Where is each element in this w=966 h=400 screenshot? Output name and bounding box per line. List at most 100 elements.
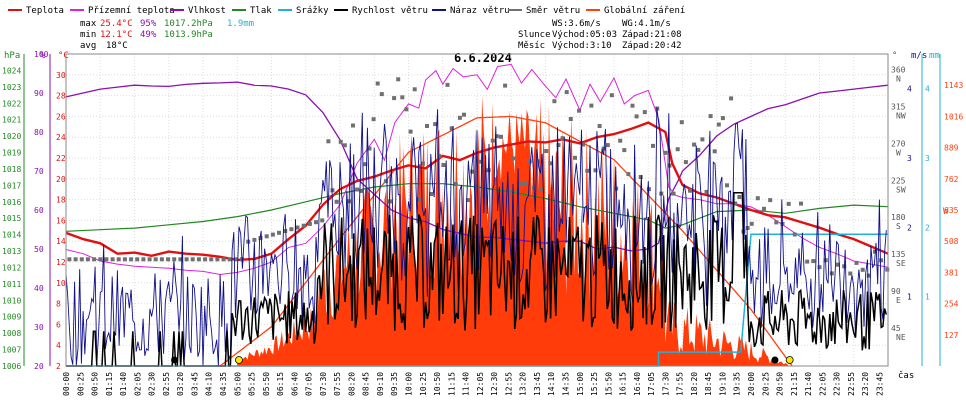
wind-direction-point (593, 168, 598, 173)
radiation-tick-label: 381 (944, 268, 959, 277)
wind-direction-point (359, 188, 364, 193)
wind-direction-point (135, 257, 140, 262)
direction-compass-label: NE (896, 333, 906, 342)
wind-direction-point (597, 124, 602, 128)
time-tick-label: 09:10 (376, 372, 385, 396)
direction-compass-label: SE (896, 259, 906, 268)
time-tick-label: 11:40 (462, 372, 471, 396)
time-tick-label: 06:40 (290, 372, 299, 396)
wind-direction-point (651, 143, 655, 148)
wind-direction-point (326, 139, 331, 144)
time-tick-label: 17:05 (647, 372, 656, 396)
legend-teplota: Teplota (26, 6, 64, 16)
wind-direction-point (688, 188, 692, 193)
stat-sun-rise: Východ:05:03 (552, 30, 617, 40)
wind-direction-point (400, 95, 405, 100)
wind-direction-point (441, 163, 446, 167)
humidity-tick-label: 40 (34, 284, 44, 293)
wind-direction-point (355, 187, 360, 192)
wind-tick-label: 1 (907, 293, 912, 302)
wind-direction-point (762, 206, 766, 211)
wind-direction-point (178, 257, 183, 262)
time-tick-label: 13:45 (533, 372, 542, 396)
direction-tick-label: 180 (891, 213, 906, 222)
wind-direction-point (552, 99, 557, 104)
wind-direction-point (159, 257, 164, 262)
stat-sun-label: Slunce (518, 30, 551, 40)
wind-direction-point (375, 81, 380, 86)
wind-direction-point (589, 103, 594, 108)
wind-tick-label: 2 (907, 223, 912, 232)
wind-direction-point (215, 257, 220, 262)
radiation-tick-label: 508 (944, 237, 959, 246)
wind-direction-point (729, 96, 734, 101)
temperature-tick-label: 16 (56, 216, 66, 225)
wind-direction-point (334, 199, 339, 204)
wind-direction-point (396, 77, 401, 82)
time-tick-label: 05:50 (262, 372, 271, 396)
wind-direction-point (221, 257, 226, 262)
wind-direction-point (184, 257, 189, 262)
wind-direction-point (295, 225, 300, 230)
wind-direction-point (122, 257, 127, 262)
wind-direction-point (277, 230, 281, 235)
wind-direction-point (811, 259, 816, 264)
pressure-tick-label: 1018 (2, 165, 21, 174)
pressure-tick-label: 1006 (2, 362, 21, 371)
wind-direction-point (768, 198, 773, 203)
stat-moon-set: Západ:20:42 (622, 41, 682, 51)
time-tick-label: 18:45 (704, 372, 713, 396)
wind-direction-point (301, 223, 306, 228)
stat-wg: WG:4.1m/s (622, 19, 671, 29)
wind-direction-point (342, 143, 347, 148)
time-tick-label: 00:50 (91, 372, 100, 396)
wind-direction-point (209, 257, 214, 262)
axis-unit-pct: % (40, 51, 46, 61)
wind-direction-point (466, 198, 471, 203)
wind-direction-point (774, 220, 779, 225)
humidity-tick-label: 60 (34, 206, 44, 215)
direction-compass-label: NW (896, 111, 906, 120)
pressure-tick-label: 1012 (2, 263, 21, 272)
direction-compass-label: N (896, 74, 901, 83)
wind-direction-point (854, 260, 859, 265)
temperature-tick-label: 24 (56, 133, 66, 142)
wind-direction-point (792, 232, 797, 237)
wind-direction-point (363, 162, 368, 167)
wind-direction-point (383, 179, 388, 184)
time-tick-label: 00:25 (76, 372, 85, 396)
wind-direction-point (437, 154, 442, 159)
wind-direction-point (116, 257, 121, 262)
time-tick-label: 18:20 (690, 372, 699, 396)
wind-direction-point (733, 201, 738, 206)
time-tick-label: 22:30 (833, 372, 842, 396)
axis-unit-c: °C (58, 51, 69, 61)
wind-direction-point (708, 114, 713, 119)
wind-direction-point (416, 197, 421, 202)
legend-tlak: Tlak (250, 6, 272, 16)
time-tick-label: 15:50 (604, 372, 613, 396)
wind-direction-point (749, 221, 754, 226)
pressure-tick-label: 1020 (2, 132, 21, 141)
wind-direction-point (367, 146, 372, 151)
wind-direction-point (457, 115, 462, 120)
wind-direction-point (745, 226, 750, 230)
pressure-tick-label: 1016 (2, 198, 21, 207)
wind-direction-point (388, 199, 392, 204)
temperature-tick-label: 22 (56, 154, 66, 163)
pressure-tick-label: 1011 (2, 280, 21, 289)
time-tick-label: 12:55 (504, 372, 513, 396)
wind-direction-point (700, 137, 705, 142)
time-tick-label: 04:10 (205, 372, 214, 396)
time-tick-label: 20:50 (776, 372, 785, 396)
wind-direction-point (556, 143, 561, 148)
wind-direction-point (104, 257, 109, 262)
wind-direction-point (581, 142, 586, 147)
stat-avg-temp: 18°C (106, 41, 128, 51)
time-tick-label: 20:25 (761, 372, 770, 396)
wind-direction-point (799, 201, 803, 206)
wind-direction-point (478, 159, 483, 164)
direction-tick-label: 270 (891, 139, 906, 148)
wind-direction-point (172, 257, 177, 262)
